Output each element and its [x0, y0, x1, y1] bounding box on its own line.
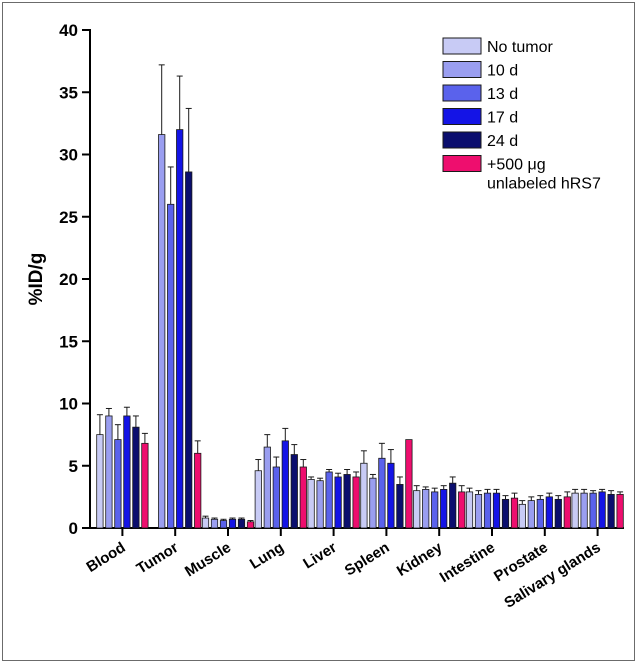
- legend-label: +500 μg: [487, 157, 546, 174]
- bar: [105, 415, 113, 529]
- bar: [536, 498, 544, 529]
- bar: [483, 492, 492, 529]
- bar: [413, 490, 421, 529]
- bar: [228, 518, 237, 529]
- bar: [167, 203, 175, 529]
- y-axis-label: %ID/g: [26, 253, 47, 306]
- bar: [598, 491, 606, 529]
- bar: [378, 457, 386, 529]
- bar: [114, 439, 122, 529]
- bar: [571, 492, 579, 529]
- bar: [237, 518, 246, 529]
- bar: [501, 498, 510, 529]
- x-tick-label: Liver: [300, 539, 340, 573]
- bar: [201, 517, 210, 529]
- bar: [307, 479, 315, 529]
- x-tick-label: Lung: [247, 539, 287, 573]
- bar: [545, 496, 553, 529]
- bar: [176, 129, 184, 529]
- x-tick-label: Spleen: [342, 539, 393, 579]
- bar: [405, 439, 413, 529]
- y-ticks-group: 0 5 10 15 20 25 30 35 40: [59, 21, 90, 538]
- bar: [589, 492, 597, 529]
- bar: [334, 476, 342, 529]
- bar: [141, 442, 149, 529]
- bar: [246, 521, 255, 529]
- x-ticks-group: Blood Tumor Muscle Lung Liver Spleen KidneyInt…: [83, 528, 604, 612]
- legend-label: 10 d: [487, 63, 518, 80]
- bar: [325, 471, 333, 529]
- bar: [123, 415, 131, 529]
- y-tick-label: 25: [59, 208, 78, 227]
- legend-label: No tumor: [487, 39, 553, 56]
- bar: [458, 491, 466, 529]
- bar: [194, 452, 202, 529]
- x-tick-label: Tumor: [134, 539, 182, 578]
- y-tick-label: 20: [59, 270, 78, 289]
- bar: [272, 466, 280, 529]
- bar: [527, 500, 535, 529]
- legend-swatch: [442, 108, 482, 125]
- legend-label: 13 d: [487, 86, 518, 103]
- bar: [299, 466, 307, 529]
- y-tick-label: 0: [69, 519, 78, 538]
- legend-swatch: [442, 84, 482, 102]
- bar: [492, 492, 501, 529]
- bar: [387, 462, 395, 529]
- legend: No tumor 10 d 13 d 17 d 24 d +500 μg unlabeled…: [442, 37, 601, 193]
- bar: [616, 493, 624, 529]
- bar: [396, 484, 404, 529]
- bar: [185, 171, 193, 529]
- x-tick-label: Salivary glands: [501, 539, 603, 612]
- bar: [607, 493, 615, 529]
- bar: [263, 446, 271, 529]
- bar: [219, 520, 228, 529]
- legend-label: 17 d: [487, 110, 518, 127]
- bar: [580, 492, 588, 529]
- bar: [132, 426, 140, 529]
- legend-swatch: [442, 61, 482, 78]
- bar: [449, 482, 457, 529]
- bar: [518, 503, 526, 529]
- y-tick-label: 5: [69, 457, 78, 476]
- bar: [96, 434, 104, 529]
- bar: [352, 476, 360, 529]
- bar: [343, 474, 351, 529]
- legend-swatch: [442, 37, 482, 55]
- bar: [510, 497, 519, 529]
- bar: [281, 440, 289, 529]
- bar: [465, 491, 474, 529]
- y-tick-label: 30: [59, 146, 78, 165]
- bar: [254, 470, 262, 529]
- bar: [210, 518, 219, 529]
- bar: [360, 462, 368, 529]
- legend-label: 24 d: [487, 133, 518, 150]
- y-tick-label: 15: [59, 332, 78, 351]
- x-tick-label: Muscle: [182, 539, 234, 580]
- bar: [290, 454, 298, 529]
- bar: [158, 134, 166, 529]
- bar: [422, 489, 430, 529]
- legend-swatch: [442, 131, 482, 149]
- x-tick-label: Intestine: [437, 539, 498, 586]
- bar: [440, 489, 448, 529]
- bar: [474, 493, 483, 529]
- y-tick-label: 35: [59, 83, 78, 102]
- bar: [431, 491, 439, 529]
- bars-group: [96, 64, 624, 529]
- y-tick-label: 40: [59, 21, 78, 40]
- bar: [316, 480, 324, 529]
- bar: [563, 496, 571, 529]
- bar: [554, 498, 562, 529]
- legend-swatch: [442, 155, 482, 172]
- bar: [369, 477, 377, 529]
- legend-label: unlabeled hRS7: [487, 176, 601, 193]
- y-tick-label: 10: [59, 395, 78, 414]
- x-tick-label: Blood: [83, 539, 128, 576]
